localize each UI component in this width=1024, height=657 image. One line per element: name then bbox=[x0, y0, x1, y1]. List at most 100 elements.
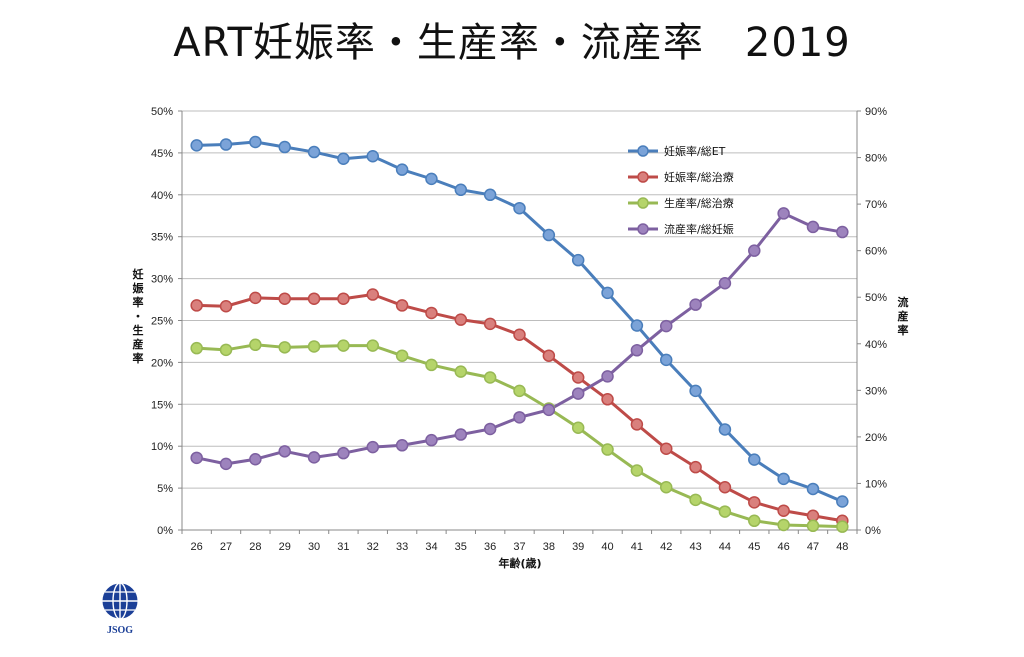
series-markers bbox=[190, 135, 849, 533]
y-tick-label: 0% bbox=[157, 525, 173, 537]
data-point bbox=[601, 286, 614, 300]
data-point bbox=[425, 172, 438, 186]
x-tick-label: 35 bbox=[455, 541, 467, 553]
x-tick-label: 36 bbox=[484, 541, 496, 553]
axes: 0% 5% 10% 15% 20% 25% 30% 35% 40% 45% 50% 0% 10% 20% 3… bbox=[151, 106, 887, 553]
y2-tick-label: 20% bbox=[865, 432, 887, 444]
data-point bbox=[718, 505, 732, 518]
data-point bbox=[542, 228, 556, 242]
x-tick-label: 33 bbox=[396, 541, 408, 553]
x-tick-label: 46 bbox=[778, 541, 790, 553]
data-point bbox=[219, 457, 233, 471]
data-point bbox=[601, 443, 614, 456]
data-point bbox=[366, 288, 380, 301]
data-point bbox=[513, 411, 526, 424]
data-point bbox=[190, 341, 203, 355]
data-point bbox=[219, 138, 233, 151]
data-point bbox=[395, 349, 409, 362]
data-point bbox=[571, 253, 585, 267]
data-point bbox=[249, 291, 262, 305]
gridlines bbox=[182, 110, 857, 531]
y2-tick-label: 70% bbox=[865, 199, 887, 211]
data-point bbox=[571, 387, 585, 400]
legend-swatch-marker bbox=[637, 171, 649, 183]
data-point bbox=[571, 371, 585, 384]
data-point bbox=[366, 440, 380, 454]
chart-title: ART妊娠率・生産率・流産率 2019 bbox=[173, 20, 851, 66]
x-tick-label: 39 bbox=[572, 541, 584, 553]
legend-swatch-marker bbox=[637, 223, 649, 235]
jsog-logo: JSOG bbox=[101, 582, 139, 636]
y-tick-label: 50% bbox=[151, 106, 173, 118]
data-point bbox=[190, 451, 203, 465]
data-point bbox=[425, 433, 438, 447]
logo-label: JSOG bbox=[107, 625, 133, 636]
data-point bbox=[571, 421, 585, 435]
y-tick-label: 10% bbox=[151, 441, 173, 453]
x-tick-label: 42 bbox=[660, 541, 672, 553]
data-point bbox=[454, 313, 468, 326]
data-point bbox=[307, 145, 321, 159]
x-tick-label: 34 bbox=[425, 541, 437, 553]
data-point bbox=[454, 183, 468, 197]
data-point bbox=[659, 442, 673, 455]
data-point bbox=[278, 140, 291, 154]
data-point bbox=[806, 482, 820, 496]
data-point bbox=[630, 464, 644, 477]
y2-tick-label: 0% bbox=[865, 525, 881, 537]
data-point bbox=[836, 495, 849, 508]
x-tick-label: 32 bbox=[367, 541, 379, 553]
x-tick-label: 37 bbox=[513, 541, 525, 553]
data-point bbox=[395, 299, 409, 312]
data-point bbox=[718, 277, 732, 290]
data-point bbox=[337, 292, 350, 305]
data-point bbox=[366, 150, 380, 163]
data-point bbox=[748, 496, 761, 509]
legend-swatch-marker bbox=[637, 197, 649, 209]
data-point bbox=[219, 300, 233, 313]
data-point bbox=[748, 453, 761, 466]
y-tick-label: 45% bbox=[151, 148, 173, 160]
x-tick-label: 40 bbox=[601, 541, 613, 553]
y-tick-label: 30% bbox=[151, 274, 173, 286]
x-tick-label: 48 bbox=[836, 541, 848, 553]
y2-tick-label: 80% bbox=[865, 153, 887, 165]
data-point bbox=[249, 135, 262, 149]
data-point bbox=[190, 139, 203, 152]
data-point bbox=[777, 472, 790, 486]
legend-label: 妊娠率/総治療 bbox=[664, 170, 734, 184]
data-point bbox=[337, 339, 350, 352]
data-point bbox=[454, 365, 468, 378]
y-tick-label: 5% bbox=[157, 483, 173, 495]
data-point bbox=[542, 349, 556, 362]
y2-tick-label: 40% bbox=[865, 339, 887, 351]
data-point bbox=[278, 341, 291, 354]
data-point bbox=[689, 460, 702, 474]
data-point bbox=[278, 445, 291, 458]
data-point bbox=[748, 514, 761, 528]
x-tick-label: 41 bbox=[631, 541, 643, 553]
legend-label: 妊娠率/総ET bbox=[664, 144, 726, 158]
x-tick-label: 27 bbox=[220, 541, 232, 553]
data-point bbox=[777, 504, 790, 517]
series-line-1 bbox=[196, 293, 843, 523]
legend-label: 流産率/総妊娠 bbox=[664, 222, 734, 236]
data-point bbox=[689, 298, 702, 311]
data-point bbox=[689, 493, 702, 507]
data-point bbox=[395, 439, 409, 452]
data-point bbox=[836, 225, 849, 239]
x-tick-label: 45 bbox=[748, 541, 760, 553]
data-point bbox=[307, 292, 321, 305]
data-point bbox=[483, 422, 497, 436]
data-point bbox=[630, 344, 644, 357]
x-tick-label: 43 bbox=[689, 541, 701, 553]
y2-tick-label: 60% bbox=[865, 246, 887, 258]
data-point bbox=[219, 343, 233, 357]
data-point bbox=[454, 428, 468, 441]
data-point bbox=[337, 446, 350, 460]
x-tick-label: 38 bbox=[543, 541, 555, 553]
data-point bbox=[483, 371, 497, 384]
data-point bbox=[836, 520, 849, 533]
data-point bbox=[630, 319, 644, 332]
